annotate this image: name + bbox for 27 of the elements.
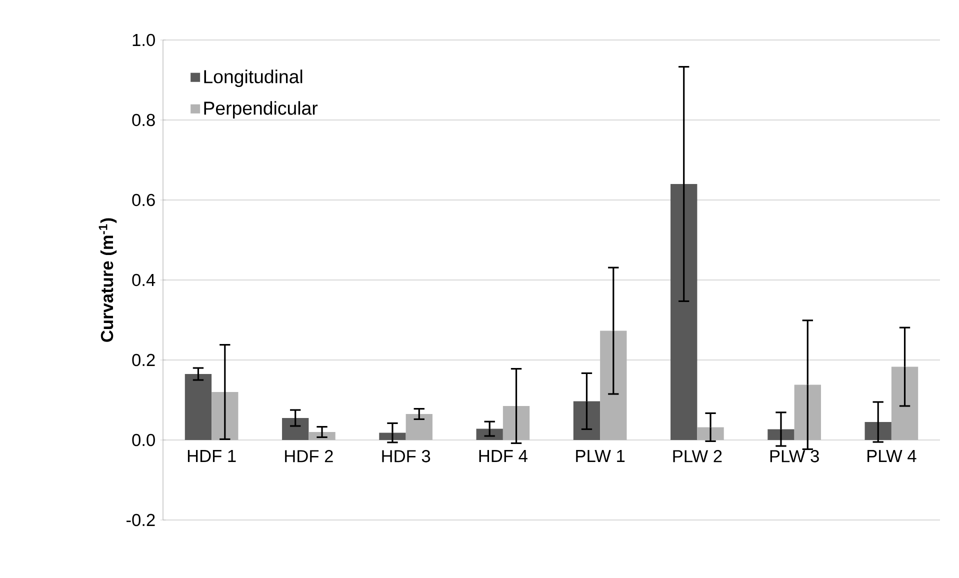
legend-label: Perpendicular bbox=[204, 101, 318, 119]
legend-label: Longitudinal bbox=[204, 70, 302, 87]
y-tick-label: 0.6 bbox=[132, 194, 155, 206]
x-tick-label: HDF 4 bbox=[479, 450, 528, 462]
bar bbox=[768, 429, 794, 440]
bar bbox=[794, 384, 821, 440]
y-axis-title: Curvature (m$^{-1}$) bbox=[98, 218, 117, 342]
y-tick-label: 0.2 bbox=[132, 354, 155, 366]
bar bbox=[406, 414, 432, 440]
x-tick-label: PLW 4 bbox=[867, 450, 916, 462]
x-tick-label: HDF 1 bbox=[188, 450, 236, 462]
x-tick-label: PLW 3 bbox=[770, 450, 819, 462]
y-tick-label: 0.8 bbox=[132, 114, 155, 126]
bar bbox=[476, 428, 503, 440]
bar bbox=[379, 432, 406, 440]
x-tick-label: PLW 1 bbox=[576, 450, 625, 462]
bar bbox=[502, 406, 530, 440]
bar bbox=[184, 374, 212, 440]
x-tick-label: HDF 2 bbox=[285, 450, 333, 462]
x-tick-label: PLW 2 bbox=[673, 450, 722, 462]
y-tick-label: 0.0 bbox=[132, 434, 155, 446]
bar bbox=[282, 418, 309, 440]
x-tick-label: HDF 3 bbox=[382, 450, 430, 462]
bar bbox=[670, 184, 698, 440]
y-tick-label: 0.4 bbox=[132, 274, 156, 286]
y-tick-label: 1.0 bbox=[132, 34, 155, 46]
y-tick-label: -0.2 bbox=[126, 514, 155, 526]
